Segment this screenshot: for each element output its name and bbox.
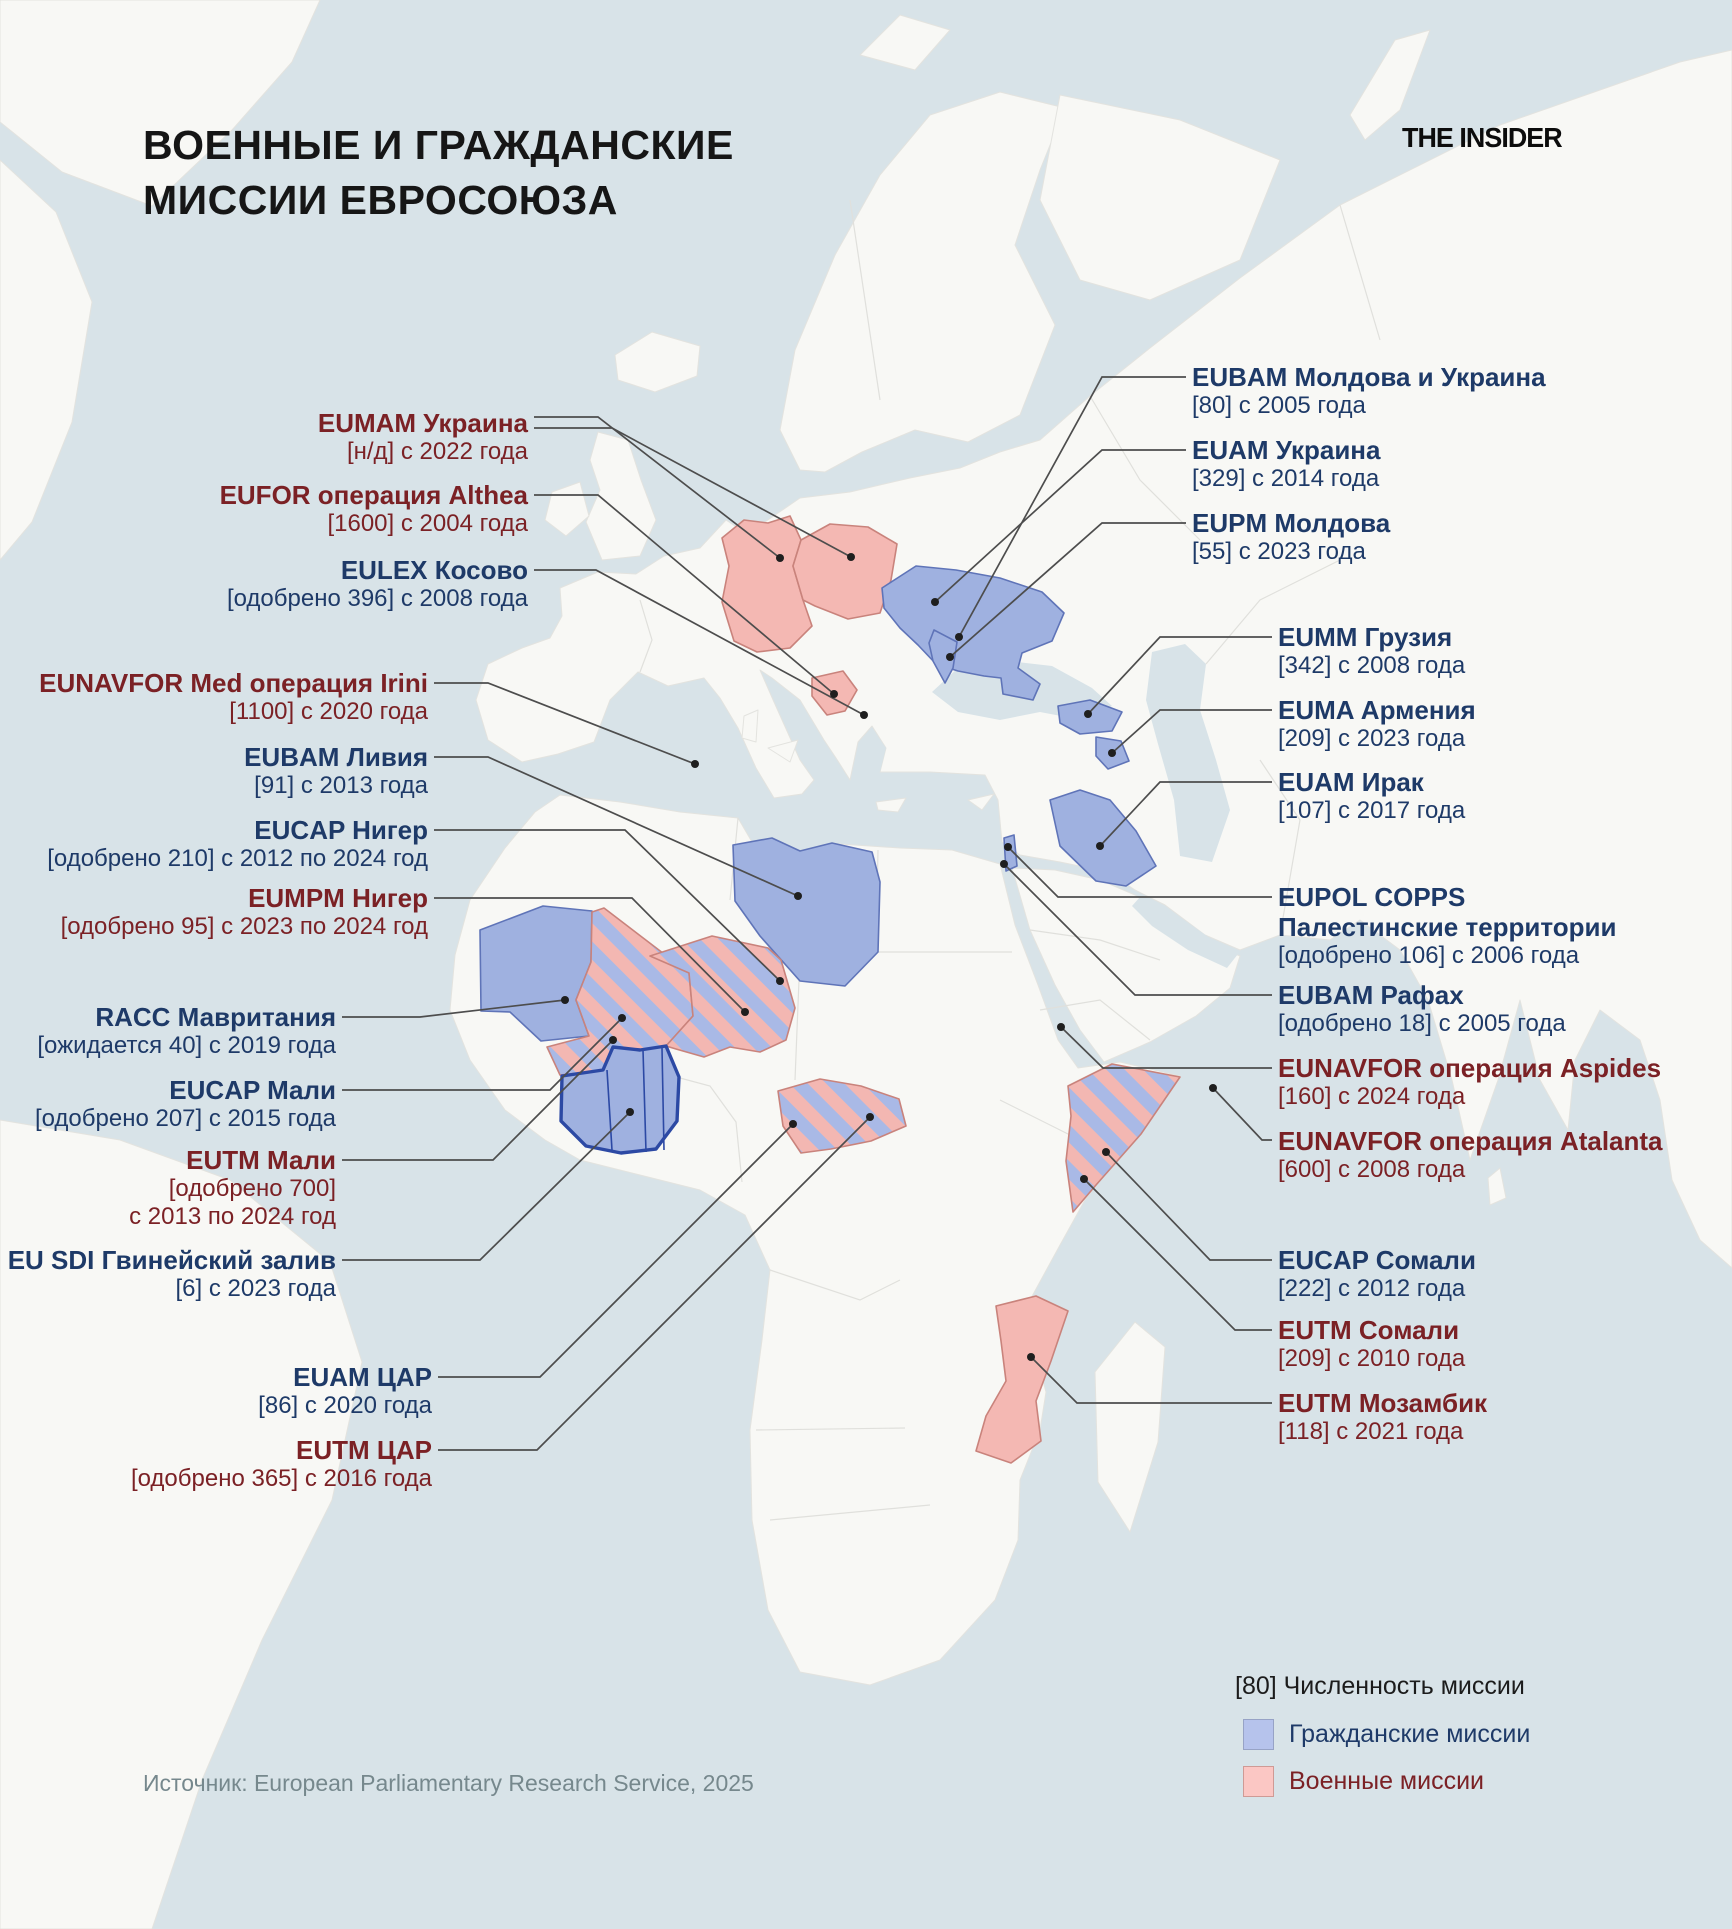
- mission-label-euam-car: EUAM ЦАР [86] с 2020 года: [258, 1362, 432, 1419]
- country-moldova: [928, 629, 958, 684]
- civilian-color-swatch: [1243, 1719, 1274, 1750]
- country-ukraine: [881, 565, 1065, 701]
- leader-lines: [342, 376, 1272, 1451]
- mission-label-eucap-mali: EUCAP Мали [одобрено 207] с 2015 года: [34, 1075, 336, 1132]
- source-note: Источник: European Parliamentary Researc…: [143, 1770, 754, 1796]
- mission-label-eubam-libya: EUBAM Ливия [91] с 2013 года: [244, 742, 428, 799]
- country-libya: [732, 837, 881, 987]
- land-eurasia: [475, 49, 1732, 1269]
- mission-label-eunavfor-irini: EUNAVFOR Med операция Irini [1100] с 2020…: [39, 668, 428, 725]
- legend: [80] Численность миссии Гражданские мисс…: [1235, 1672, 1530, 1813]
- land-novaya-zemlya: [1349, 29, 1431, 141]
- country-poland: [792, 523, 898, 620]
- mission-label-eumpm-niger: EUMPM Нигер [одобрено 95] с 2023 по 2024 …: [60, 883, 428, 940]
- mission-label-eutm-somalia: EUTM Сомали [209] с 2010 года: [1278, 1315, 1466, 1372]
- civilian-countries: [479, 565, 1157, 1042]
- mission-label-eutm-mali: EUTM Мали [одобрено 700] с 2013 по 2024 го…: [129, 1145, 336, 1230]
- land-uk: [585, 431, 657, 561]
- mixed-countries: [546, 907, 1181, 1213]
- country-iraq: [1049, 789, 1157, 887]
- mission-label-eupm-moldova: EUPM Молдова [55] с 2023 года: [1192, 508, 1391, 565]
- legend-size-label: [80] Численность миссии: [1235, 1672, 1525, 1700]
- mission-label-eulex-kosovo: EULEX Косово [одобрено 396] с 2008 года: [226, 555, 528, 612]
- mission-label-eunavfor-aspides: EUNAVFOR операция Aspides [160] с 2024 го…: [1278, 1053, 1662, 1110]
- land-iceland: [614, 331, 701, 393]
- military-color-swatch: [1243, 1766, 1274, 1797]
- sea-caspian: [1146, 644, 1230, 862]
- gulf-of-guinea-bloc: [559, 1044, 681, 1155]
- mission-label-eubam-moldova-ukraina: EUBAM Молдова и Украина [80] с 2005 года: [1192, 362, 1546, 419]
- mission-label-eutm-car: EUTM ЦАР [одобрено 365] с 2016 года: [130, 1435, 432, 1492]
- land-madagascar: [1094, 1321, 1166, 1533]
- land-sri-lanka: [1487, 1167, 1507, 1206]
- legend-row-military: Военные миссии: [1235, 1766, 1530, 1797]
- land-scandinavia: [779, 91, 1066, 473]
- mission-label-euam-ukraina: EUAM Украина [329] с 2014 года: [1192, 435, 1381, 492]
- country-car: [777, 1078, 907, 1154]
- land-south-america: [0, 1119, 363, 1929]
- land-cyprus: [967, 793, 995, 811]
- legend-military-label: Военные миссии: [1289, 1767, 1484, 1795]
- land-greenland: [0, 0, 321, 207]
- country-mozambique: [975, 1295, 1069, 1464]
- land-sicily: [767, 739, 799, 763]
- mission-label-euma-armenia: EUMA Армения [209] с 2023 года: [1278, 695, 1476, 752]
- the-insider-logo: THE INSIDER: [1402, 122, 1563, 153]
- mission-label-eumm-georgia: EUMM Грузия [342] с 2008 года: [1278, 622, 1466, 679]
- land-sardinia: [741, 709, 759, 743]
- mission-label-eucap-niger: EUCAP Нигер [одобрено 210] с 2012 по 2024…: [47, 815, 428, 872]
- mission-label-eucap-somalia: EUCAP Сомали [222] с 2012 года: [1278, 1245, 1476, 1302]
- legend-civilian-label: Гражданские миссии: [1289, 1720, 1531, 1748]
- mission-label-eunavfor-atalanta: EUNAVFOR операция Atalanta [600] с 2008 г…: [1278, 1126, 1663, 1183]
- mission-label-eupol-copps: EUPOL COPPS Палестинские территории [одобр…: [1278, 882, 1617, 969]
- legend-row-civilian: Гражданские миссии: [1235, 1719, 1530, 1750]
- mission-dots: [561, 553, 1217, 1361]
- mission-label-eufor-althea: EUFOR операция Althea [1600] с 2004 года: [219, 480, 528, 537]
- mission-label-eu-sdi-gulf-of-guinea: EU SDI Гвинейский залив [6] с 2023 года: [7, 1245, 336, 1302]
- sea-persian-gulf: [1132, 897, 1238, 968]
- land-nw-russia: [1039, 94, 1281, 301]
- land-arabia: [1011, 867, 1241, 1063]
- page-title: ВОЕННЫЕ И ГРАЖДАНСКИЕ МИССИИ ЕВРОСОЮЗА: [143, 122, 734, 223]
- mission-label-racc-mauritania: RACC Мавритания [ожидается 40] с 2019 год…: [37, 1002, 336, 1059]
- mission-label-euam-iraq: EUAM Ирак [107] с 2017 года: [1278, 767, 1466, 824]
- country-niger: [649, 935, 796, 1058]
- mission-label-eutm-mozambique: EUTM Мозамбик [118] с 2021 года: [1278, 1388, 1488, 1445]
- land-svalbard: [859, 14, 951, 71]
- land-crete: [875, 797, 907, 813]
- sea-aegean: [862, 728, 886, 772]
- land-north-america: [0, 159, 93, 561]
- country-gulf-of-guinea: [559, 1044, 681, 1155]
- mission-label-eubam-rafah: EUBAM Рафах [одобрено 18] с 2005 года: [1278, 980, 1566, 1037]
- mission-label-eumam-ukraina: EUMAM Украина [н/д] с 2022 года: [317, 408, 528, 465]
